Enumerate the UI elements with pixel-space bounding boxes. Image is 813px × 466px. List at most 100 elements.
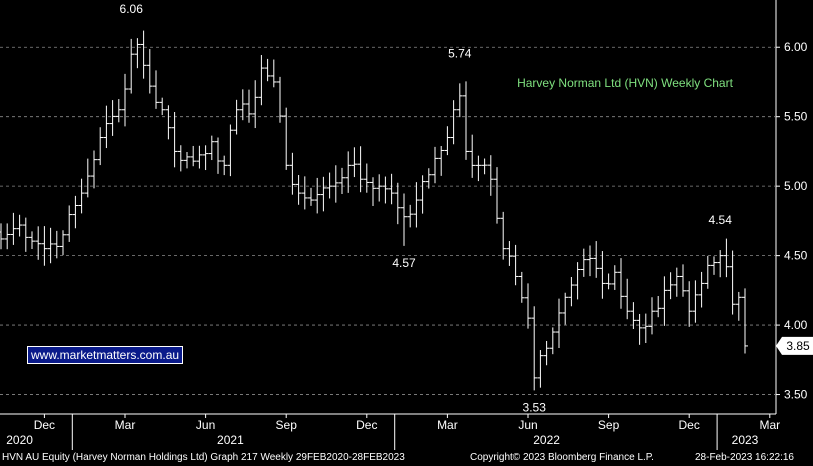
ohlc-bar: [568, 277, 575, 307]
ohlc-bar: [444, 126, 451, 156]
ohlc-bar: [252, 80, 259, 129]
ohlc-bar: [351, 147, 358, 178]
ohlc-bar: [425, 168, 432, 189]
y-tick-label: 4.00: [784, 318, 808, 332]
x-month-label: Dec: [34, 418, 55, 432]
ohlc-bar: [258, 55, 265, 106]
x-year-label: 2023: [732, 433, 759, 447]
ohlc-bar: [531, 306, 538, 391]
x-month-label: Mar: [437, 418, 458, 432]
x-year-label: 2020: [6, 433, 33, 447]
price-annotation: 5.74: [448, 46, 472, 60]
ohlc-bar: [549, 327, 556, 355]
ohlc-bar: [103, 105, 110, 149]
ohlc-bar: [283, 107, 290, 170]
ohlc-bar: [122, 73, 128, 127]
ohlc-bar: [686, 281, 693, 327]
x-month-label: Dec: [356, 418, 377, 432]
ohlc-bar: [146, 49, 153, 94]
ohlc-bar: [376, 174, 383, 202]
ohlc-bar: [494, 167, 500, 224]
y-tick-label: 4.50: [784, 249, 808, 263]
ohlc-bar: [289, 152, 296, 195]
ohlc-bar: [704, 255, 711, 289]
ohlc-bar: [277, 76, 283, 123]
ohlc-bar: [742, 288, 748, 354]
ohlc-bar: [642, 313, 649, 344]
ohlc-bar: [475, 155, 482, 182]
x-month-label: Dec: [679, 418, 700, 432]
ohlc-bar: [196, 145, 203, 169]
ohlc-bar: [537, 350, 544, 388]
ohlc-bar: [66, 205, 73, 242]
ohlc-bar: [661, 276, 668, 326]
y-tick-label: 3.50: [784, 388, 808, 402]
x-month-label: Sep: [598, 418, 620, 432]
ohlc-bar: [301, 176, 308, 210]
ohlc-bar: [413, 182, 420, 228]
ohlc-bar: [680, 264, 686, 297]
footer-bar: HVN AU Equity (Harvey Norman Holdings Lt…: [0, 450, 813, 466]
plot-area: [0, 0, 776, 414]
ohlc-bar: [481, 158, 488, 175]
x-month-label: Mar: [115, 418, 136, 432]
ohlc-bar: [97, 127, 104, 166]
ohlc-bar: [221, 155, 228, 176]
ohlc-bar: [543, 340, 550, 366]
ohlc-bar: [673, 267, 680, 297]
ohlc-bar: [60, 230, 66, 256]
ohlc-bar: [109, 100, 116, 136]
x-month-label: Jun: [518, 418, 537, 432]
ohlc-bar: [47, 227, 54, 264]
ohlc-bar: [593, 241, 600, 278]
ohlc-bar: [4, 223, 11, 250]
ohlc-bar: [22, 217, 29, 252]
ohlc-bar: [630, 302, 637, 329]
ohlc-bar: [574, 262, 581, 300]
ohlc-bar: [438, 145, 445, 176]
ohlc-bar: [655, 296, 662, 318]
ohlc-bar: [295, 174, 302, 205]
ohlc-bar: [363, 163, 370, 193]
ohlc-bar: [16, 214, 23, 237]
ohlc-bar: [382, 176, 389, 204]
ohlc-bar: [246, 89, 252, 123]
ohlc-bar: [729, 250, 736, 315]
ohlc-bar: [339, 167, 345, 194]
chart-title: Harvey Norman Ltd (HVN) Weekly Chart: [517, 76, 734, 90]
ohlc-bar: [624, 278, 631, 320]
ohlc-bar: [227, 124, 234, 177]
ohlc-bar: [388, 173, 395, 205]
ohlc-bar: [711, 256, 717, 275]
ohlc-bar: [53, 230, 60, 259]
ohlc-bar: [401, 193, 407, 246]
ohlc-bar: [487, 155, 494, 196]
price-annotation: 3.53: [523, 400, 547, 414]
ohlc-bar: [35, 226, 42, 260]
ohlc-bar: [314, 177, 321, 214]
ohlc-bar: [649, 297, 655, 335]
ohlc-bar: [500, 211, 507, 260]
ohlc-bar: [469, 134, 476, 178]
ohlc-bar: [134, 38, 141, 69]
ohlc-bar: [432, 146, 438, 184]
ohlc-bar: [72, 195, 79, 229]
ohlc-bar: [345, 151, 352, 193]
ohlc-bar: [463, 81, 469, 160]
ohlc-bar: [611, 265, 618, 290]
ohlc-bar: [202, 145, 209, 171]
ohlc-bar: [723, 238, 730, 278]
x-month-label: Sep: [276, 418, 298, 432]
x-month-label: Jun: [196, 418, 215, 432]
x-year-label: 2021: [217, 433, 244, 447]
ohlc-bar: [370, 177, 376, 206]
y-tick-label: 5.50: [784, 110, 808, 124]
footer-timestamp: 28-Feb-2023 16:22:16: [695, 452, 794, 463]
ohlc-bar: [587, 245, 593, 277]
ohlc-bar: [41, 226, 48, 266]
ohlc-bar: [140, 30, 147, 79]
ohlc-bar: [78, 178, 85, 214]
ohlc-bar: [735, 291, 742, 321]
ohlc-bar: [190, 145, 197, 167]
